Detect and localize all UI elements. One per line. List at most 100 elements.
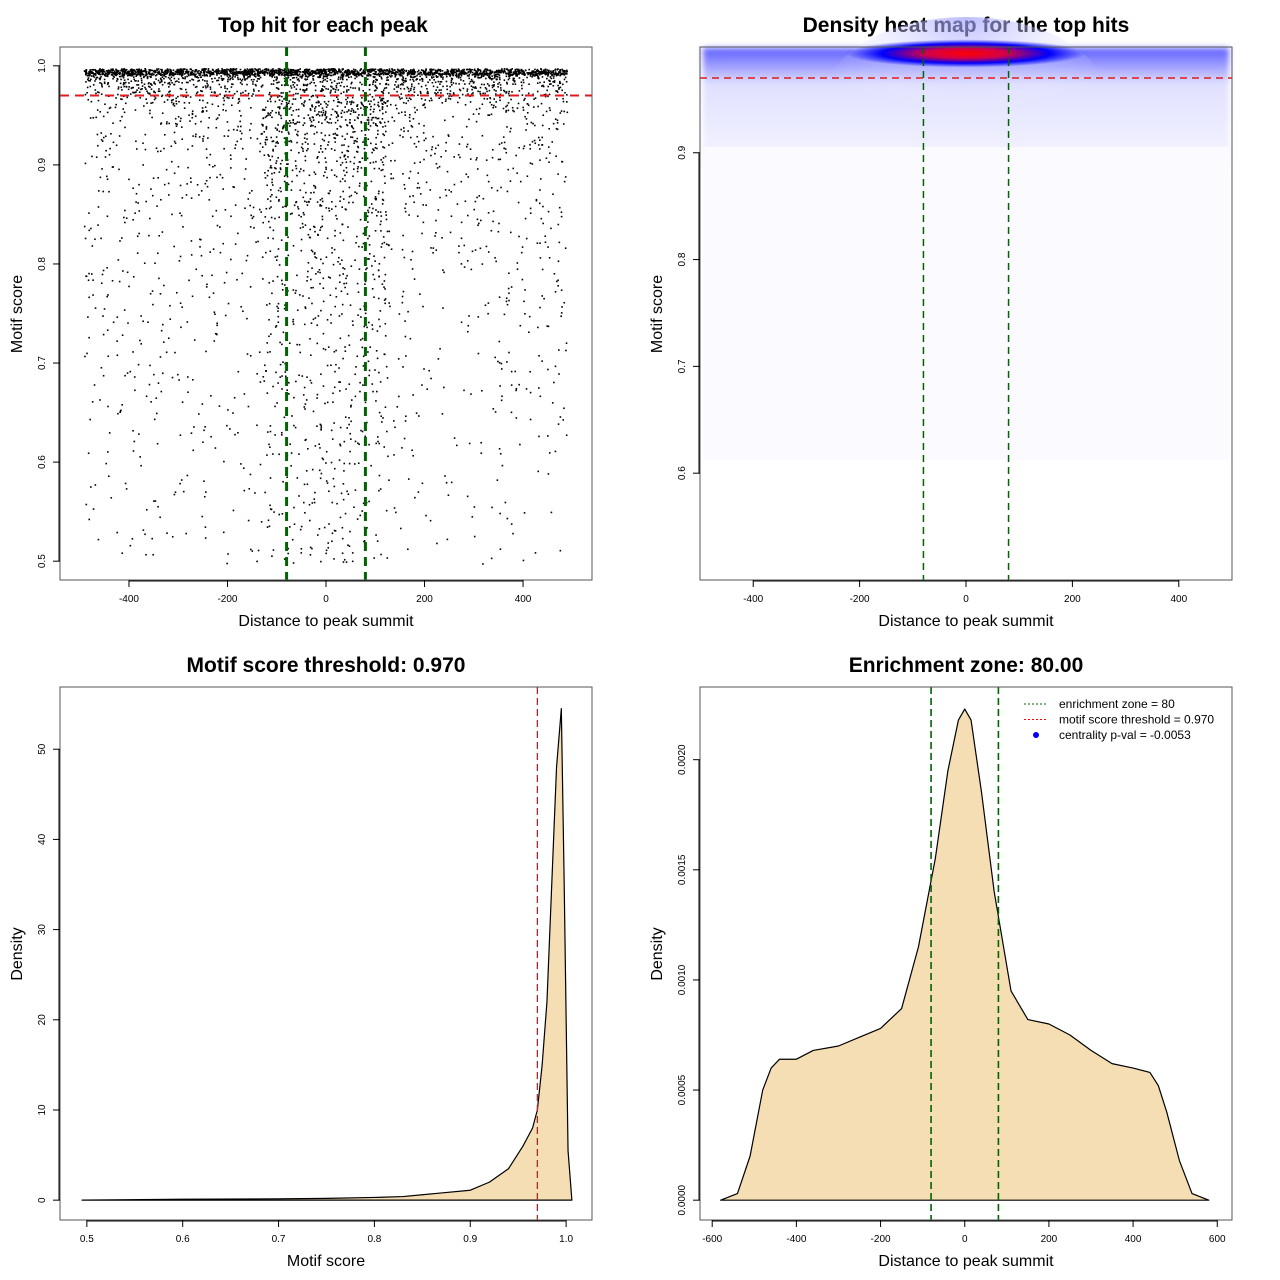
scatter-point bbox=[439, 83, 441, 85]
scatter-point bbox=[537, 326, 539, 329]
scatter-point bbox=[503, 68, 506, 70]
scatter-point bbox=[426, 88, 428, 90]
scatter-point bbox=[384, 125, 387, 127]
scatter-point bbox=[558, 82, 561, 85]
scatter-point bbox=[332, 133, 335, 135]
scatter-point bbox=[356, 151, 359, 153]
scatter-point bbox=[446, 85, 448, 87]
scatter-point bbox=[402, 77, 405, 79]
scatter-point bbox=[366, 267, 368, 269]
scatter-point bbox=[236, 129, 238, 131]
scatter-point bbox=[310, 382, 313, 384]
scatter-point bbox=[384, 322, 387, 325]
scatter-point bbox=[321, 69, 324, 72]
scatter-point bbox=[380, 169, 383, 172]
scatter-point bbox=[382, 417, 384, 419]
scatter-point bbox=[361, 97, 363, 99]
scatter-point bbox=[424, 99, 427, 101]
scatter-point bbox=[134, 212, 136, 215]
scatter-point bbox=[310, 124, 313, 127]
scatter-point bbox=[158, 88, 160, 90]
scatter-point bbox=[270, 69, 272, 72]
scatter-point bbox=[376, 125, 379, 127]
scatter-point bbox=[506, 68, 508, 71]
scatter-point bbox=[423, 73, 425, 75]
scatter-point bbox=[459, 156, 461, 159]
scatter-point bbox=[412, 76, 415, 79]
scatter-point bbox=[490, 71, 493, 73]
scatter-point bbox=[556, 98, 558, 100]
scatter-point bbox=[275, 71, 278, 74]
scatter-point bbox=[98, 71, 101, 74]
scatter-point bbox=[317, 101, 319, 104]
scatter-point bbox=[370, 68, 373, 71]
y-axis-label: Motif score bbox=[9, 275, 26, 353]
scatter-point bbox=[563, 180, 566, 183]
scatter-point bbox=[230, 158, 232, 160]
scatter-point bbox=[337, 76, 340, 78]
scatter-point bbox=[243, 178, 246, 180]
scatter-point bbox=[115, 144, 118, 147]
scatter-point bbox=[507, 69, 510, 71]
scatter-point bbox=[297, 108, 300, 111]
scatter-point bbox=[383, 175, 386, 178]
scatter-point bbox=[507, 168, 510, 171]
scatter-point bbox=[140, 79, 143, 82]
scatter-point bbox=[272, 385, 274, 388]
scatter-point bbox=[334, 530, 337, 532]
scatter-point bbox=[216, 74, 218, 76]
scatter-point bbox=[170, 79, 172, 82]
scatter-point bbox=[360, 316, 362, 318]
scatter-point bbox=[268, 93, 270, 96]
scatter-point bbox=[341, 259, 343, 262]
scatter-point bbox=[453, 437, 456, 439]
scatter-point bbox=[346, 427, 348, 429]
scatter-point bbox=[494, 71, 497, 73]
scatter-point bbox=[266, 138, 269, 141]
scatter-point bbox=[508, 70, 510, 72]
scatter-point bbox=[359, 390, 361, 393]
scatter-point bbox=[322, 79, 325, 82]
scatter-point bbox=[505, 91, 508, 93]
scatter-point bbox=[328, 68, 330, 70]
scatter-point bbox=[298, 343, 301, 346]
scatter-point bbox=[139, 96, 142, 99]
scatter-point bbox=[339, 84, 342, 87]
scatter-point bbox=[261, 123, 263, 126]
scatter-point bbox=[212, 248, 215, 250]
scatter-point bbox=[247, 519, 250, 522]
scatter-point bbox=[99, 78, 101, 81]
scatter-point bbox=[292, 323, 295, 325]
scatter-point bbox=[136, 74, 138, 76]
scatter-point bbox=[272, 148, 274, 151]
scatter-point bbox=[434, 152, 436, 155]
scatter-point bbox=[354, 489, 357, 491]
scatter-point bbox=[392, 177, 395, 180]
scatter-point bbox=[285, 101, 288, 104]
scatter-point bbox=[265, 68, 268, 70]
scatter-point bbox=[154, 262, 156, 265]
scatter-point bbox=[371, 383, 374, 385]
scatter-point bbox=[438, 97, 440, 99]
scatter-point bbox=[319, 477, 322, 480]
scatter-point bbox=[500, 368, 503, 370]
scatter-point bbox=[417, 140, 420, 143]
scatter-point bbox=[536, 73, 538, 75]
scatter-point bbox=[412, 394, 414, 396]
scatter-point bbox=[473, 535, 476, 538]
scatter-point bbox=[453, 70, 455, 72]
scatter-point bbox=[278, 68, 281, 70]
scatter-point bbox=[95, 116, 97, 119]
scatter-point bbox=[102, 269, 105, 272]
scatter-point bbox=[352, 111, 355, 113]
scatter-point bbox=[379, 381, 382, 383]
scatter-point bbox=[352, 175, 354, 178]
scatter-point bbox=[393, 420, 395, 422]
scatter-point bbox=[151, 69, 154, 72]
scatter-point bbox=[449, 75, 451, 77]
scatter-point bbox=[189, 68, 192, 70]
scatter-point bbox=[451, 70, 454, 73]
scatter-point bbox=[372, 122, 375, 124]
scatter-point bbox=[492, 77, 494, 80]
scatter-point bbox=[196, 70, 199, 73]
